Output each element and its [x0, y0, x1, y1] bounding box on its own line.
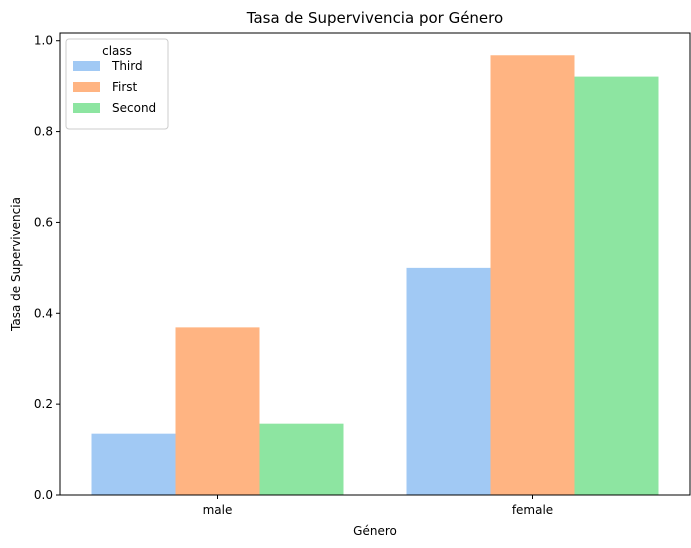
y-tick-label: 1.0 — [34, 34, 53, 48]
bars — [91, 55, 659, 496]
legend-swatch-second — [73, 103, 100, 113]
chart-title: Tasa de Supervivencia por Género — [246, 9, 503, 27]
y-axis: 0.0 0.2 0.4 0.6 0.8 1.0 — [34, 34, 60, 502]
x-tick-label-male: male — [203, 503, 233, 517]
legend-label-third: Third — [111, 59, 143, 73]
legend-title: class — [102, 44, 132, 58]
plot-frame — [59, 32, 691, 496]
bar-male-third — [91, 433, 176, 495]
bar-female-third — [406, 267, 491, 495]
legend-label-second: Second — [112, 101, 156, 115]
legend-swatch-first — [73, 82, 100, 92]
bar-male-first — [175, 327, 260, 495]
y-tick-label: 0.2 — [34, 397, 53, 411]
bar-female-first — [490, 55, 575, 495]
y-tick-label: 0.0 — [34, 488, 53, 502]
x-tick-label-female: female — [512, 503, 553, 517]
bar-female-second — [574, 76, 659, 496]
bar-male-second — [259, 423, 344, 495]
legend: class Third First Second — [65, 38, 169, 130]
y-tick-label: 0.8 — [34, 125, 53, 139]
x-axis: male female — [203, 495, 553, 517]
legend-label-first: First — [112, 80, 138, 94]
legend-swatch-third — [73, 61, 100, 71]
y-axis-label: Tasa de Supervivencia — [9, 197, 23, 332]
x-axis-label: Género — [353, 524, 397, 538]
y-tick-label: 0.4 — [34, 306, 53, 320]
y-tick-label: 0.6 — [34, 215, 53, 229]
